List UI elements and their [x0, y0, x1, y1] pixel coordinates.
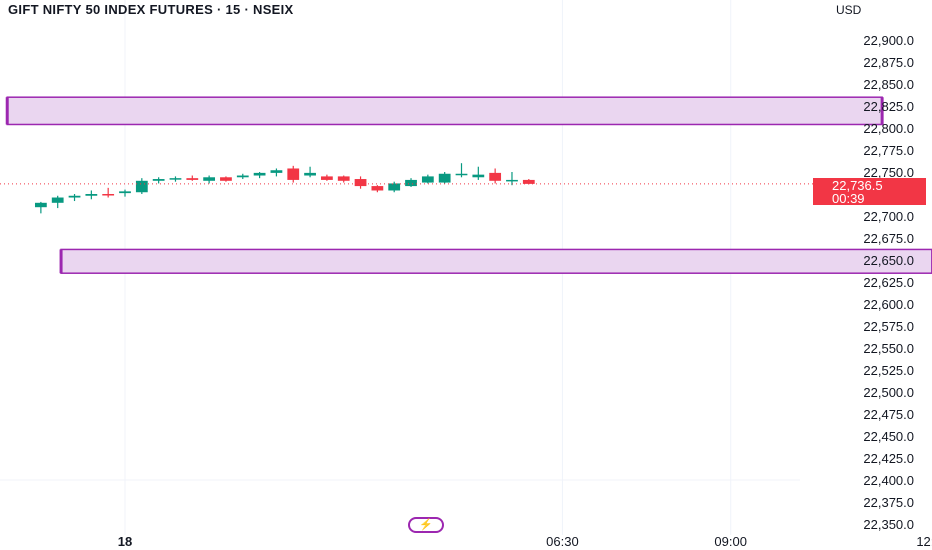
candle-body: [405, 179, 417, 187]
time-tick-label: 18: [118, 534, 132, 549]
candle: [34, 201, 47, 214]
price-tick-label: 22,625.0: [863, 275, 914, 290]
chart-title: GIFT NIFTY 50 INDEX FUTURES · 15 · NSEIX: [8, 2, 294, 17]
candle: [203, 175, 216, 184]
candle: [472, 166, 485, 180]
candle-body: [388, 183, 401, 191]
candle: [388, 181, 401, 193]
price-tick-label: 22,775.0: [863, 143, 914, 158]
price-tick-label: 22,825.0: [863, 99, 914, 114]
price-tick-label: 22,450.0: [863, 429, 914, 444]
candle-body: [68, 195, 81, 198]
candle: [119, 189, 131, 197]
candle: [169, 176, 182, 182]
price-tick-label: 22,850.0: [863, 77, 914, 92]
candle-body: [85, 194, 98, 196]
candle: [304, 166, 316, 178]
candle: [354, 176, 367, 189]
candle: [236, 173, 249, 180]
candle: [337, 175, 350, 183]
candle-body: [354, 179, 367, 187]
zones: [5, 96, 932, 274]
candle-body: [119, 191, 131, 194]
candle-body: [236, 175, 249, 178]
currency-label[interactable]: USD: [836, 3, 862, 17]
candle-body: [169, 178, 182, 180]
last-price-value: 22,736.5: [832, 178, 883, 193]
candle-body: [253, 172, 266, 176]
candle-body: [152, 179, 165, 181]
price-tick-label: 22,750.0: [863, 165, 914, 180]
candle-body: [51, 197, 64, 203]
price-tick-label: 22,700.0: [863, 209, 914, 224]
candle: [152, 177, 165, 184]
candle-body: [321, 176, 333, 180]
time-axis: 18 06:30 09:00 12:00: [118, 534, 932, 549]
candle-body: [220, 177, 232, 181]
candle-body: [337, 176, 350, 181]
candle: [253, 172, 266, 179]
candle: [102, 187, 115, 198]
candle: [186, 175, 199, 181]
candle-body: [186, 178, 199, 180]
candle: [321, 174, 333, 181]
price-tick-label: 22,550.0: [863, 341, 914, 356]
price-tick-label: 22,575.0: [863, 319, 914, 334]
candle-body: [421, 176, 434, 183]
price-axis: 22,900.0 22,875.0 22,850.0 22,825.0 22,800.0…: [863, 33, 914, 532]
price-tick-label: 22,500.0: [863, 385, 914, 400]
candle-body: [203, 177, 216, 181]
candle: [85, 190, 98, 200]
candle-body: [489, 172, 502, 181]
lightning-bolt-icon[interactable]: ⚡: [408, 517, 444, 533]
price-tick-label: 22,350.0: [863, 517, 914, 532]
price-tick-label: 22,900.0: [863, 33, 914, 48]
bar-countdown: 00:39: [832, 191, 865, 206]
candle-body: [371, 186, 384, 191]
price-tick-label: 22,875.0: [863, 55, 914, 70]
candle: [506, 172, 518, 186]
price-tick-label: 22,650.0: [863, 253, 914, 268]
price-tick-label: 22,800.0: [863, 121, 914, 136]
candle: [371, 185, 384, 193]
zone-rect: [60, 248, 932, 274]
last-price-tag: 22,736.5 00:39: [813, 178, 926, 205]
candle-body: [472, 174, 485, 178]
time-tick-label: 12:00: [916, 534, 932, 549]
candle-body: [522, 179, 535, 184]
price-tick-label: 22,675.0: [863, 231, 914, 246]
candle: [220, 176, 232, 182]
candle: [270, 168, 283, 177]
candle: [489, 168, 502, 184]
candle-body: [438, 173, 451, 183]
price-tick-label: 22,600.0: [863, 297, 914, 312]
price-tick-label: 22,525.0: [863, 363, 914, 378]
candle: [455, 163, 468, 178]
candle: [438, 172, 451, 184]
time-tick-label: 06:30: [546, 534, 579, 549]
candle-body: [506, 179, 518, 182]
candle: [51, 195, 64, 209]
candle: [421, 174, 434, 184]
zone-rect: [6, 96, 883, 126]
candle-body: [287, 168, 300, 180]
candle-body: [270, 170, 283, 173]
candle-body: [304, 172, 316, 176]
candle: [287, 165, 300, 183]
candles: [34, 163, 535, 214]
candle: [405, 178, 417, 187]
candle-body: [34, 202, 47, 208]
price-tick-label: 22,400.0: [863, 473, 914, 488]
candle-body: [455, 173, 468, 176]
candle: [68, 194, 81, 202]
price-tick-label: 22,425.0: [863, 451, 914, 466]
price-tick-label: 22,375.0: [863, 495, 914, 510]
time-tick-label: 09:00: [714, 534, 747, 549]
candle-body: [135, 180, 148, 193]
candle: [135, 178, 148, 194]
price-tick-label: 22,475.0: [863, 407, 914, 422]
candle-body: [102, 194, 115, 196]
